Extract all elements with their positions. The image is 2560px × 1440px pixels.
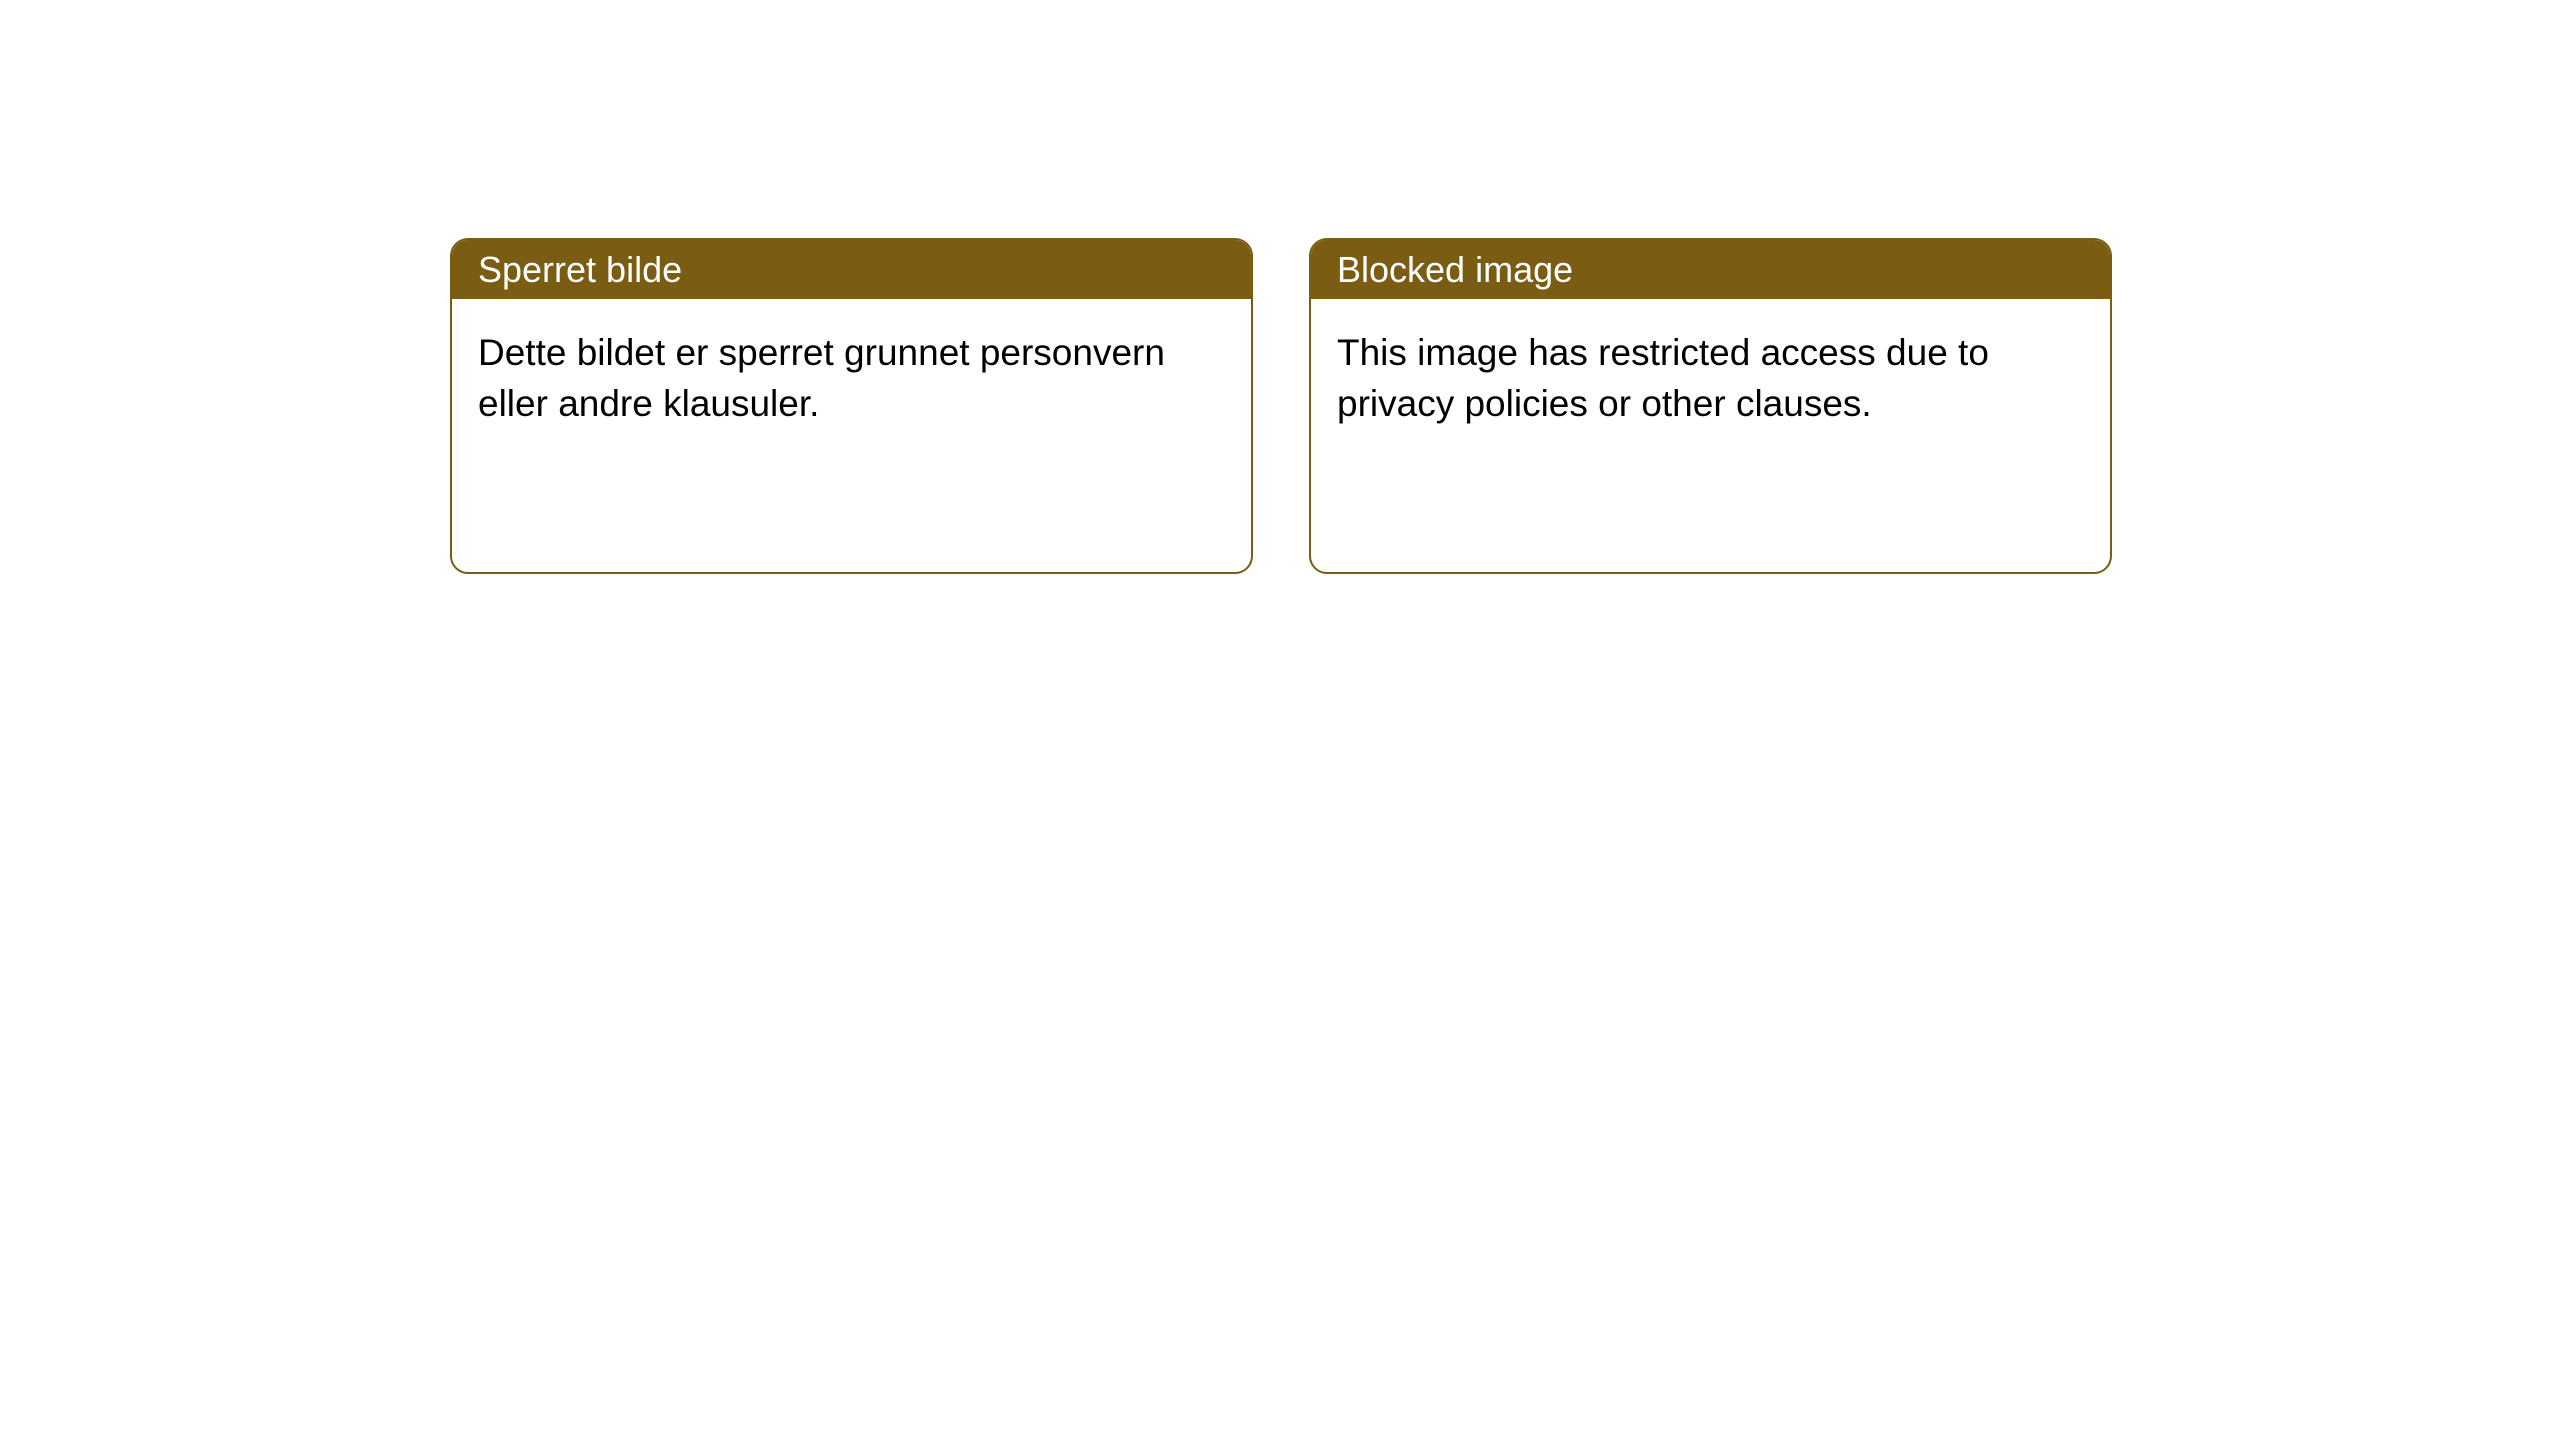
notice-body-text: This image has restricted access due to … — [1337, 332, 1989, 424]
notice-card-english: Blocked image This image has restricted … — [1309, 238, 2112, 574]
notice-body: Dette bildet er sperret grunnet personve… — [452, 299, 1251, 457]
notice-header: Sperret bilde — [452, 240, 1251, 299]
notice-card-norwegian: Sperret bilde Dette bildet er sperret gr… — [450, 238, 1253, 574]
notice-body-text: Dette bildet er sperret grunnet personve… — [478, 332, 1165, 424]
notice-container: Sperret bilde Dette bildet er sperret gr… — [0, 0, 2560, 574]
notice-header: Blocked image — [1311, 240, 2110, 299]
notice-title: Blocked image — [1337, 249, 1573, 291]
notice-body: This image has restricted access due to … — [1311, 299, 2110, 457]
notice-title: Sperret bilde — [478, 249, 682, 291]
